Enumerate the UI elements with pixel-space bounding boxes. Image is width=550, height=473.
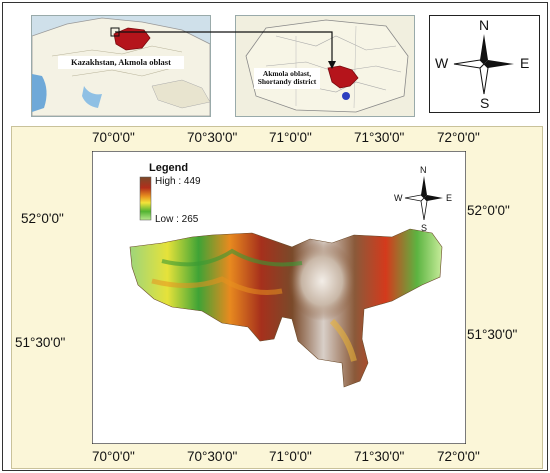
dem-map-panel: Legend High : 449 Low : 265 N S W E [92, 151, 466, 444]
compass-e-label: E [520, 55, 530, 71]
right-tick-2: 51°30'0" [467, 327, 518, 342]
country-inset-label: Kazakhstan, Akmola oblast [58, 56, 184, 70]
shortandy-district-shape [327, 65, 359, 89]
legend-low-label: Low : 265 [155, 214, 199, 225]
astana-marker [342, 92, 350, 100]
legend-title: Legend [149, 162, 188, 174]
north-arrow-box: N S W E [429, 15, 540, 113]
top-tick-5: 72°0'0" [437, 130, 480, 145]
top-tick-1: 70°0'0" [92, 130, 135, 145]
bottom-tick-1: 70°0'0" [92, 449, 135, 464]
compass-s-label: S [480, 95, 490, 111]
bottom-tick-3: 71°0'0" [269, 449, 312, 464]
small-compass-s-label: S [421, 223, 427, 233]
shortandy-dem-area [129, 228, 443, 388]
left-tick-1: 52°0'0" [21, 211, 64, 226]
small-compass-e-label: E [446, 193, 452, 203]
top-tick-2: 70°30'0" [187, 130, 238, 145]
left-tick-2: 51°30'0" [15, 335, 66, 350]
top-tick-4: 71°30'0" [354, 130, 405, 145]
legend-high-label: High : 449 [155, 176, 201, 187]
bottom-tick-4: 71°30'0" [354, 449, 405, 464]
top-tick-3: 71°0'0" [269, 130, 312, 145]
akmola-oblast-shape [113, 27, 151, 51]
bottom-tick-2: 70°30'0" [187, 449, 238, 464]
oblast-map-svg [245, 19, 409, 113]
oblast-inset-label: Akmola oblast, Shortandy district [254, 68, 320, 89]
compass-w-label: W [435, 55, 449, 71]
bottom-tick-5: 72°0'0" [437, 449, 480, 464]
small-compass-w-label: W [394, 193, 403, 203]
inset-connector-arrow [110, 27, 336, 69]
compass-rose-icon [453, 34, 514, 95]
small-compass-rose-icon [404, 176, 443, 221]
oblast-inset-map: Akmola oblast, Shortandy district [235, 15, 415, 117]
right-tick-1: 52°0'0" [467, 203, 510, 218]
small-compass-n-label: N [420, 165, 427, 175]
main-map-frame: 70°0'0" 70°30'0" 71°0'0" 71°30'0" 72°0'0… [11, 126, 543, 469]
legend-color-ramp [139, 176, 152, 221]
compass-n-label: N [479, 17, 490, 33]
